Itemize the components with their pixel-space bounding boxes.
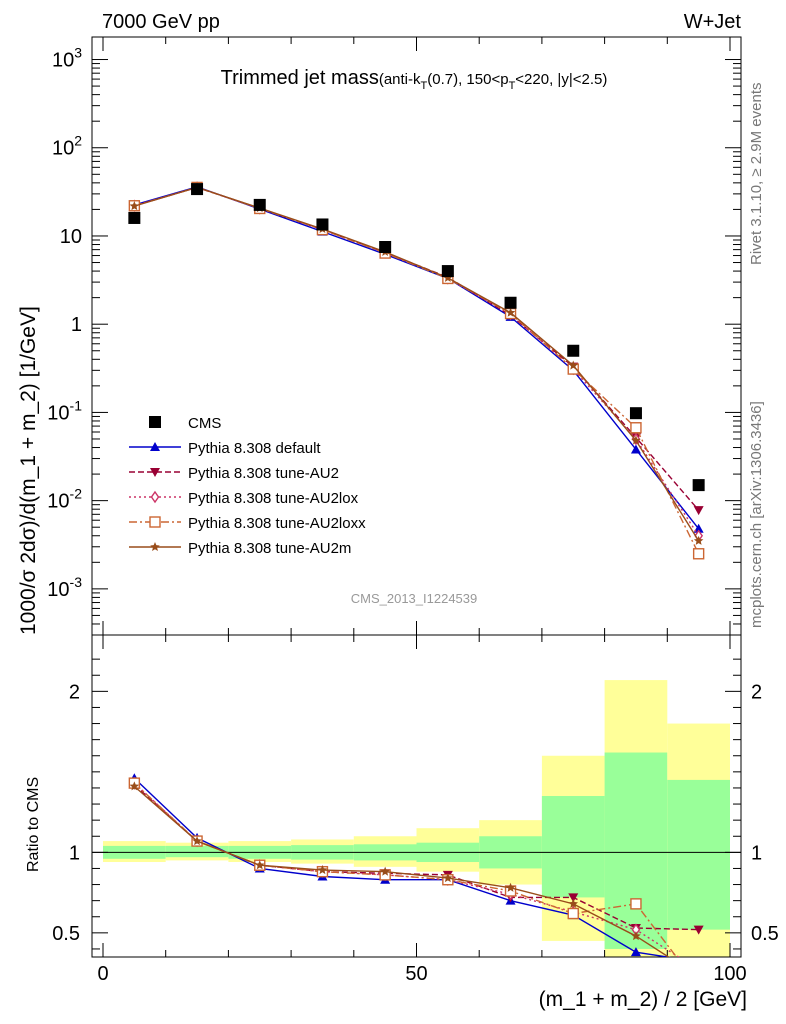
legend-label: CMS [188,415,221,432]
y-tick-label-top: 10 [60,226,82,248]
cms-data-point [128,211,141,224]
series-4-point [443,272,453,282]
cms-data-point [441,265,454,278]
x-tick-label: 0 [97,963,108,985]
series-1-ratio-point [693,925,704,935]
x-axis-label: (m_1 + m_2) / 2 [GeV] [539,988,747,1011]
series-4-ratio-line [133,785,670,957]
y-axis-label-bottom: Ratio to CMS [25,777,42,872]
legend-label: Pythia 8.308 default [188,440,321,457]
y-tick-label-top: 10-2 [47,486,82,513]
series-4-point [631,435,641,445]
legend-marker [150,490,160,504]
title-sub-prefix: (anti-k [379,71,421,88]
top-series [128,181,705,560]
legend-marker [150,468,160,477]
cms-data-point [629,407,642,420]
series-2-line [134,186,700,537]
series-4-ratio-point [631,931,641,941]
series-4-ratio-point [694,971,704,980]
cms-data-point [316,218,329,231]
series-1-ratio-point [568,893,579,903]
band-inner [165,845,229,858]
series-1-point [693,506,704,516]
series-3-ratio-point [567,907,579,920]
series-4-point [129,201,140,211]
y-tick-label-top: 103 [52,45,82,72]
band-inner [541,796,605,898]
title-main: Trimmed jet mass [221,67,379,89]
series-3-point [692,548,705,560]
series-4-ratio-point [380,866,390,876]
series-3-point [630,422,642,434]
series-0-ratio-point [630,947,641,957]
header-left: 7000 GeV pp [102,11,220,33]
cms-data-point [504,296,517,309]
series-1-line [134,186,700,511]
analysis-label: CMS_2013_I1224539 [351,591,478,606]
legend-marker-cms [149,416,161,428]
cms-data-point [191,183,204,196]
series-4-ratio-point [505,882,516,892]
ratio-tick-label-right: 0.5 [751,923,779,945]
title-sub-subscript-1: T [421,80,428,92]
y-tick-label-top: 10-3 [47,574,82,601]
title-sub-subscript-2: T [509,80,516,92]
y-tick-label-top: 102 [52,133,82,160]
legend-label: Pythia 8.308 tune-AU2 [188,465,339,482]
cms-data-point [253,198,266,211]
series-4-ratio-point [192,836,202,846]
axis-ticks [92,37,741,957]
series-2-ratio-point [695,965,702,975]
band-inner [604,752,668,949]
legend-marker [150,542,160,552]
legend: CMS Pythia 8.308 default Pythia 8.308 tune… [129,415,366,557]
ratio-tick-label-left: 0.5 [52,923,80,945]
legend-label: Pythia 8.308 tune-AU2loxx [188,515,366,532]
title-sub-suffix: <220, |y|<2.5) [515,71,607,88]
ratio-tick-label-right: 1 [751,842,762,864]
legend-marker [149,516,161,528]
cms-data-point [567,344,580,357]
plot-title: Trimmed jet mass(anti-kT(0.7), 150<pT<22… [221,67,608,92]
ratio-tick-label-left: 2 [69,681,80,703]
header-right: W+Jet [684,11,742,33]
legend-marker [150,442,160,451]
legend-label: Pythia 8.308 tune-AU2lox [188,490,359,507]
y-tick-label-top: 10-1 [47,397,82,424]
cms-data-point [379,240,392,253]
ratio-tick-label-right: 2 [751,681,762,703]
series-4-ratio-point [443,873,453,883]
series-0-point [693,523,704,533]
series-0-ratio-point [698,956,699,957]
series-4-point [505,307,516,317]
series-4-point [693,535,704,545]
x-tick-label: 100 [713,963,746,985]
side-label-rivet: Rivet 3.1.10, ≥ 2.9M events [748,83,765,266]
series-4-ratio-point [129,781,140,791]
series-4-ratio-point [568,898,579,908]
ratio-series [128,773,704,980]
cms-data-point [692,479,705,492]
x-tick-label: 50 [405,963,427,985]
y-axis-label-top: 1000/σ 2dσ)/d(m_1 + m_2) [1/GeV] [17,306,40,635]
side-label-mcplots: mcplots.cern.ch [arXiv:1306.3436] [748,401,765,628]
series-4-ratio-point [254,860,265,870]
y-tick-label-top: 1 [71,314,82,336]
series-3-ratio-point [630,898,642,910]
series-4-ratio-point [317,865,328,875]
series-4-point [568,360,579,370]
title-sub-mid: (0.7), 150<p [427,71,508,88]
series-4-line [134,186,700,542]
tick-labels: 0 50 100 10-3 10-2 10-1 1 10 102 103 0.5 0.5 1 1 2 2 [47,45,779,985]
band-inner [667,779,730,930]
legend-label: Pythia 8.308 tune-AU2m [188,540,351,557]
series-0-point [630,444,641,454]
ratio-tick-label-left: 1 [69,842,80,864]
